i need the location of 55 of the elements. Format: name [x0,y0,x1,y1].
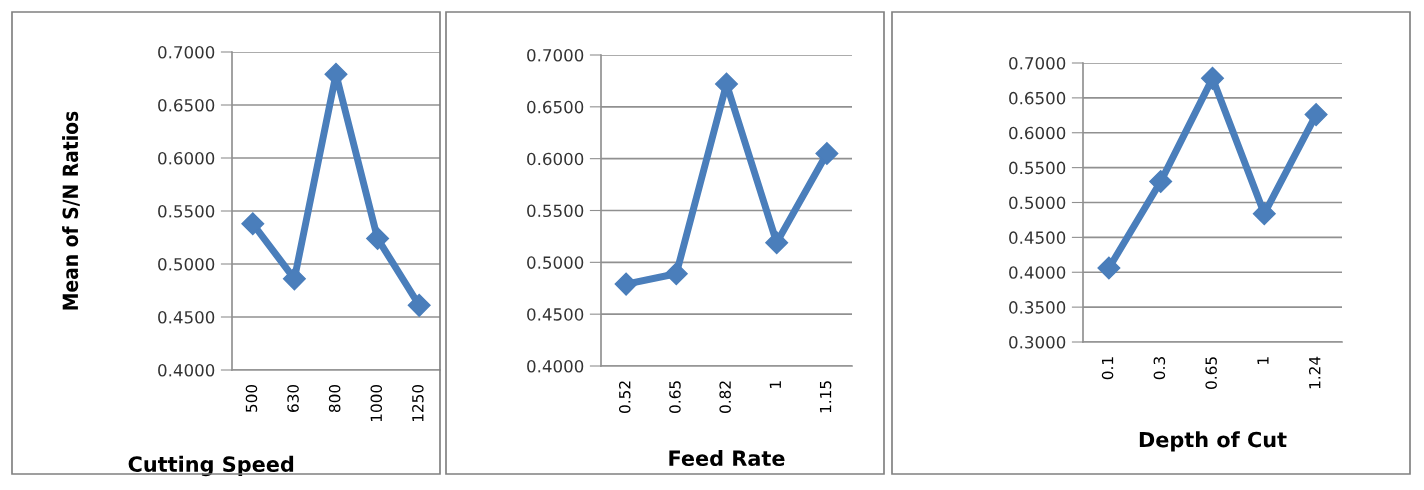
y-tick-label: 0.6000 [1009,126,1066,140]
y-tick-label: 0.4500 [1009,231,1066,244]
x-tick-label: 630 [287,384,299,412]
point [1097,256,1121,280]
point [407,293,431,317]
x-tick-label: 500 [245,384,258,412]
y-tick-label: 0.3500 [1009,301,1066,314]
point [241,212,265,236]
x-tick-label: 0.3 [1153,357,1166,380]
point [664,262,688,286]
y-axis-title: Mean of S/N Ratios [62,111,80,310]
y-tick-label: 0.4500 [527,308,584,321]
point [1252,202,1276,226]
y-tick-label: 0.5500 [527,204,584,218]
y-tick-label: 0.7000 [1009,56,1066,70]
point [1149,170,1173,194]
x-axis-title: Depth of Cut [1139,431,1287,452]
y-tick-label: 0.5500 [158,204,215,218]
x-axis-title: Cutting Speed [128,455,294,477]
y-tick-label: 0.3000 [1009,335,1066,349]
y-tick-label: 0.6000 [158,151,215,165]
x-tick-label: 0.65 [1205,357,1217,389]
y-tick-label: 0.5000 [527,256,584,269]
x-tick-label: 1.15 [819,381,832,413]
y-tick-label: 0.6000 [527,152,584,166]
point [366,227,390,251]
x-tick-label: 1250 [412,384,424,422]
y-tick-label: 0.5500 [1009,161,1066,175]
y-tick-label: 0.4500 [158,310,215,324]
point [1201,66,1224,90]
y-tick-label: 0.7000 [158,45,215,59]
x-tick-label: 800 [328,384,341,413]
x-tick-label: 0.65 [669,381,681,413]
point [282,267,306,291]
x-tick-label: 0.52 [618,381,631,413]
y-tick-label: 0.7000 [527,48,584,62]
y-tick-label: 0.5000 [1009,196,1066,210]
point [815,141,839,165]
x-tick-label: 1 [1257,357,1269,364]
x-tick-label: 0.1 [1101,357,1114,380]
x-tick-label: 1 [769,381,781,388]
point [614,272,638,296]
x-tick-label: 1000 [370,384,383,422]
y-tick-label: 0.4000 [1009,266,1066,279]
y-tick-label: 0.6500 [158,98,215,112]
y-tick-label: 0.4000 [158,363,215,377]
point [765,231,789,255]
point [1304,103,1328,127]
y-tick-label: 0.4000 [527,359,584,373]
y-tick-label: 0.6500 [527,100,584,114]
y-tick-label: 0.6500 [1009,91,1066,105]
x-tick-label: 0.82 [719,381,731,413]
x-axis-title: Feed Rate [669,449,785,467]
y-tick-label: 0.5000 [158,257,215,271]
x-tick-label: 1.24 [1308,356,1321,389]
